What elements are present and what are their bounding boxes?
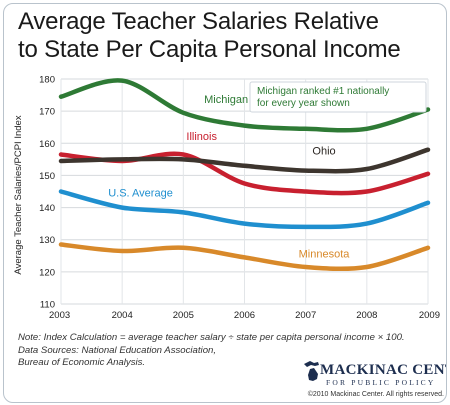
axes: 110 120 130 140 150 160 170 180 2003 2004 2005 2006… [39,75,440,322]
y-axis-label: Average Teacher Salaries/PCPI Index [13,115,24,274]
y-tick-label: 140 [39,203,55,214]
x-tick-label: 2007 [295,310,316,321]
x-tick-label: 2003 [49,310,70,321]
y-tick-label: 180 [39,75,55,86]
series-line-michigan [58,78,431,133]
series-line-u-s-average [58,189,431,230]
y-tick-label: 110 [40,300,55,311]
logo-subtitle: FOR PUBLIC POLICY [326,378,436,387]
title-line-2: to State Per Capita Personal Income [18,36,401,63]
annotation-background [249,81,427,113]
x-tick-label: 2008 [356,310,377,321]
line-chart: 110 120 130 140 150 160 170 180 2003 2004 2005 2006… [13,75,440,322]
series-line-ohio [58,147,431,174]
michigan-icon [304,361,319,381]
series-label-ohio: Ohio [312,146,335,158]
x-tick-label: 2005 [173,310,194,321]
x-tick-label: 2009 [419,310,440,321]
title-line-1: Average Teacher Salaries Relative [18,8,379,35]
copyright: ©2010 Mackinac Center. All rights reserv… [307,391,444,398]
series-label-illinois: Illinois [186,131,217,143]
note-sources-cont: Bureau of Economic Analysis. [18,357,146,368]
y-tick-label: 120 [39,267,55,278]
annotation-line-1: Michigan ranked #1 nationally [257,86,389,97]
chart-title: Average Teacher Salaries Relative to Sta… [18,8,438,64]
y-tick-label: 130 [39,235,55,246]
x-tick-label: 2004 [112,310,133,321]
notes: Note: Index Calculation = average teache… [18,332,405,370]
series-label-minnesota: Minnesota [299,248,351,260]
y-tick-label: 150 [39,171,55,182]
annotation-line-2: for every year shown [257,98,350,109]
mackinac-logo: MACKINAC CENTER FOR PUBLIC POLICY [302,358,446,402]
note-sources: Data Sources: National Education Associa… [18,344,217,356]
x-tick-label: 2006 [234,310,255,321]
series [58,78,431,272]
note-formula: Note: Index Calculation = average teache… [18,332,405,343]
y-tick-label: 160 [39,139,55,150]
series-label-u-s-average: U.S. Average [108,187,173,199]
series-labels: Michigan Illinois Ohio U.S. Average Minnesot… [108,94,350,260]
series-line-minnesota [58,242,431,272]
chart-card: Average Teacher Salaries Relative to Sta… [3,3,447,403]
logo-name: MACKINAC CENTER [320,362,446,378]
y-tick-label: 170 [39,107,55,118]
series-label-michigan: Michigan [204,94,248,106]
annotation-box: Michigan ranked #1 nationally for every … [249,81,427,113]
